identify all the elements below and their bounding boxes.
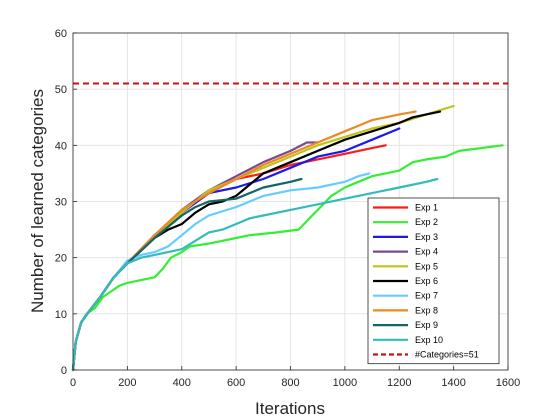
y-tick-label: 0 xyxy=(61,365,67,377)
legend-label: Exp 5 xyxy=(415,261,438,271)
y-tick-label: 10 xyxy=(55,309,67,321)
legend-label: Exp 9 xyxy=(415,320,438,330)
series-line-exp-10 xyxy=(71,177,439,372)
series-line-exp-2 xyxy=(71,144,504,372)
legend-label: #Categories=51 xyxy=(415,350,479,360)
legend: Exp 1 Exp 2 Exp 3 Exp 4 Exp 5 Exp 6 Exp 7 Exp 8… xyxy=(367,197,500,365)
y-tick-label: 40 xyxy=(55,140,67,152)
legend-label: Exp 1 xyxy=(415,203,438,213)
x-axis: 0 200 400 600 800 1000 1200 1400 1600 xyxy=(70,366,520,389)
legend-label: Exp 8 xyxy=(415,305,438,315)
x-tick-label: 1400 xyxy=(441,377,465,389)
y-axis: 0 10 20 30 40 50 60 xyxy=(55,28,77,377)
y-tick-label: 20 xyxy=(55,253,67,265)
x-tick-label: 1000 xyxy=(333,377,357,389)
y-tick-label: 60 xyxy=(55,28,67,40)
x-tick-label: 800 xyxy=(281,377,299,389)
series-layer xyxy=(71,104,504,372)
x-tick-label: 1600 xyxy=(496,377,520,389)
x-tick-label: 1200 xyxy=(387,377,411,389)
y-tick-label: 30 xyxy=(55,197,67,209)
legend-label: Exp 3 xyxy=(415,232,438,242)
y-tick-label: 50 xyxy=(55,84,67,96)
legend-label: Exp 10 xyxy=(415,335,443,345)
x-tick-label: 0 xyxy=(70,377,76,389)
y-axis-title: Number of learned categories xyxy=(28,89,47,313)
x-tick-label: 200 xyxy=(118,377,136,389)
legend-label: Exp 4 xyxy=(415,247,438,257)
legend-label: Exp 2 xyxy=(415,217,438,227)
legend-label: Exp 7 xyxy=(415,291,438,301)
legend-label: Exp 6 xyxy=(415,276,438,286)
x-tick-label: 400 xyxy=(173,377,191,389)
x-axis-title: Iterations xyxy=(255,399,325,418)
x-tick-label: 600 xyxy=(227,377,245,389)
